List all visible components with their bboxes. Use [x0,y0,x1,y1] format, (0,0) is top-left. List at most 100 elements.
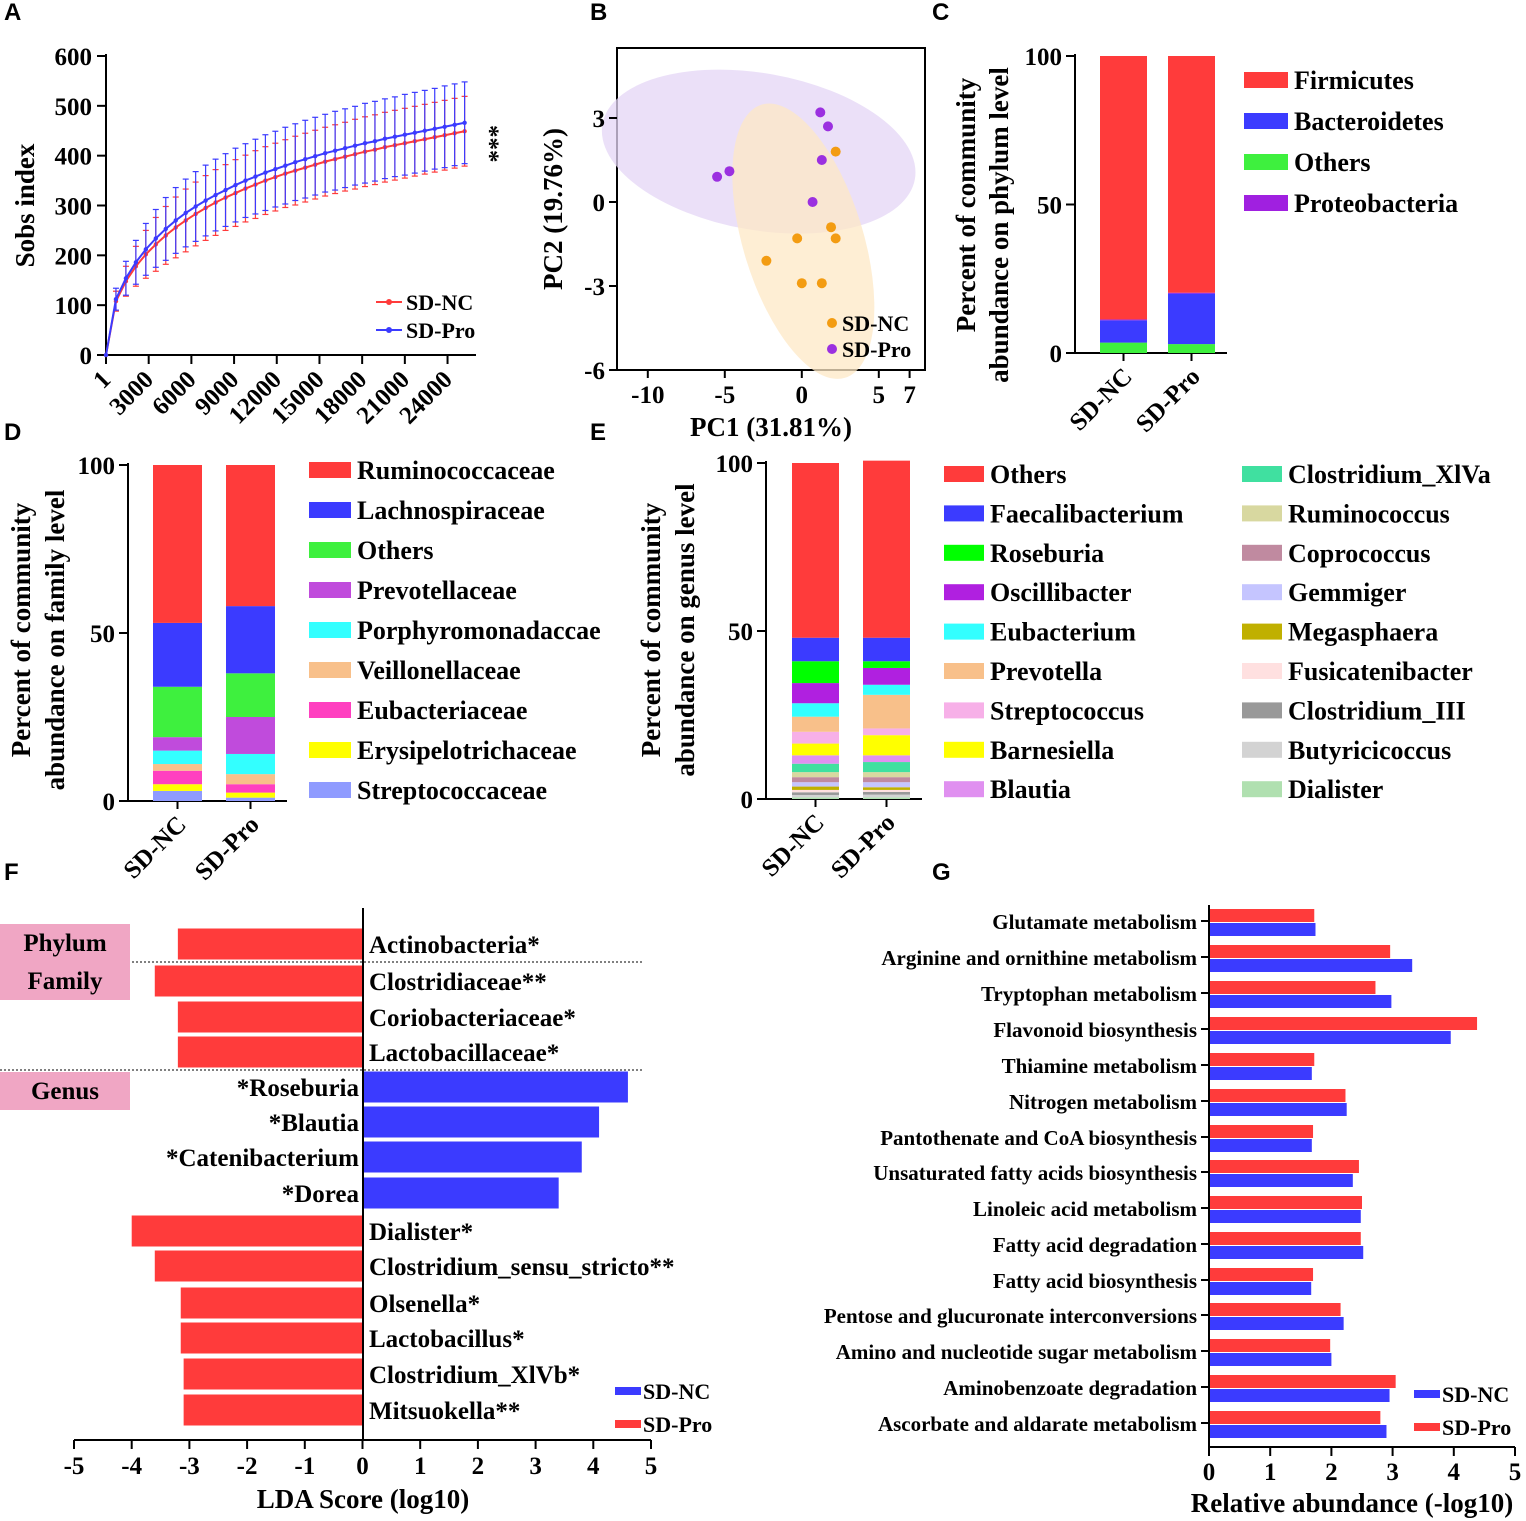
d-legend-swatch [309,782,351,798]
e-bar-segment [792,661,839,684]
a-point-pro [273,166,278,172]
d-bar-segment [153,622,202,687]
g-bar-nc [1209,1139,1312,1152]
e-bar-segment [792,797,839,799]
c-bar-segment [1168,292,1215,294]
g-bar-nc [1209,1031,1451,1044]
g-category-label: Thiamine metabolism [1002,1054,1198,1078]
panel-letter-f: F [4,859,19,886]
b-x-tick-label: 0 [796,382,809,409]
e-bar-segment [792,772,839,778]
f-x-axis-title: LDA Score (log10) [257,1484,469,1514]
g-legend-swatch [1414,1390,1440,1398]
d-y-axis-title: Percent of community [6,502,36,757]
e-bar-segment [792,743,839,756]
f-x-tick-label: 1 [414,1453,427,1480]
e-y-axis-title: abundance on genus level [670,483,700,777]
g-category-label: Linoleic acid metabolism [973,1197,1197,1221]
f-bar-label: *Dorea [282,1181,360,1208]
e-bar-segment [863,755,910,763]
e-bar-segment [792,792,839,795]
f-x-tick-label: 5 [645,1453,658,1480]
e-y-tick-label: 100 [716,451,754,478]
e-bar-segment [863,694,910,729]
g-bar-pro [1209,981,1376,994]
d-bar-segment [153,770,202,785]
e-legend-label: Ruminococcus [1288,499,1450,528]
e-bar-segment [863,684,910,695]
c-y-tick-label: 50 [1037,193,1062,220]
e-bar-segment [863,460,910,638]
e-legend-swatch [1242,505,1282,522]
c-legend-swatch [1244,154,1288,170]
f-bar-label: Clostridium_XlVb* [369,1362,580,1389]
d-category-label: SD-NC [119,811,192,884]
a-point-pro [422,128,427,133]
f-bar [183,1358,363,1390]
a-point-pro [402,132,408,137]
e-bar-segment [863,787,910,790]
a-y-tick-label: 200 [55,243,93,270]
panel-letter-b: B [590,0,607,26]
b-point-nc [816,278,827,289]
e-legend-swatch [1242,466,1282,482]
a-y-tick-label: 100 [55,293,93,320]
c-category-label: SD-NC [1065,363,1138,436]
b-legend-label: SD-Pro [842,337,911,362]
a-y-tick-label: 300 [55,194,93,221]
e-legend-swatch [944,466,984,482]
c-y-tick-label: 0 [1050,341,1063,368]
e-legend-label: Megasphaera [1288,618,1438,647]
d-legend-label: Others [357,536,434,565]
d-bar-segment [226,606,275,674]
d-legend-swatch [309,502,351,518]
d-y-axis-title: abundance on family level [40,489,70,790]
g-category-label: Pentose and glucuronate interconversions [824,1304,1197,1328]
e-bar-segment [863,791,910,795]
f-bar [362,1071,628,1103]
b-point-nc [830,233,841,244]
a-point-pro [382,136,388,141]
d-legend-label: Porphyromonadaccae [357,616,601,645]
g-bar-pro [1209,909,1315,922]
a-point-pro [223,187,228,193]
d-bar-segment [153,790,202,801]
f-bar-label: Lactobacillus* [369,1326,525,1353]
e-legend-swatch [1242,584,1282,601]
f-x-tick-label: 3 [529,1453,542,1480]
a-point-pro [293,159,298,165]
a-point-pro [113,296,119,302]
c-legend-label: Firmicutes [1294,66,1414,95]
a-point-pro [143,247,149,252]
d-y-tick-label: 0 [103,789,116,816]
e-legend-label: Faecalibacterium [990,499,1184,528]
b-x-tick-label: -10 [631,382,664,409]
e-bar-segment [863,735,910,756]
e-category-label: SD-Pro [826,809,901,884]
e-bar-segment [792,637,839,662]
b-point-pro [712,171,723,182]
e-bar-segment [863,762,910,773]
g-category-label: Amino and nucleotide sugar metabolism [836,1340,1198,1364]
a-x-tick-label: 3000 [104,366,158,420]
a-point-pro [193,204,198,209]
e-bar-segment [863,782,910,788]
g-category-label: Unsaturated fatty acids biosynthesis [873,1161,1197,1185]
e-legend-label: Others [990,460,1067,489]
g-bar-pro [1209,1268,1314,1281]
e-legend-label: Dialister [1288,775,1383,804]
e-bar-segment [792,782,839,787]
e-y-tick-label: 0 [741,787,754,814]
f-x-tick-label: -4 [121,1453,142,1480]
e-legend-label: Clostridium_XlVa [1288,460,1491,489]
f-bar-label: Clostridiaceae** [369,969,547,996]
f-bar-label: Dialister* [369,1219,473,1246]
g-bar-nc [1209,1174,1353,1187]
a-point-pro [332,148,338,153]
e-legend-swatch [944,663,984,679]
g-x-tick-label: 1 [1264,1459,1277,1486]
f-bar [183,1394,363,1426]
panel-letter-g: G [932,859,951,886]
a-point-pro [392,134,398,139]
